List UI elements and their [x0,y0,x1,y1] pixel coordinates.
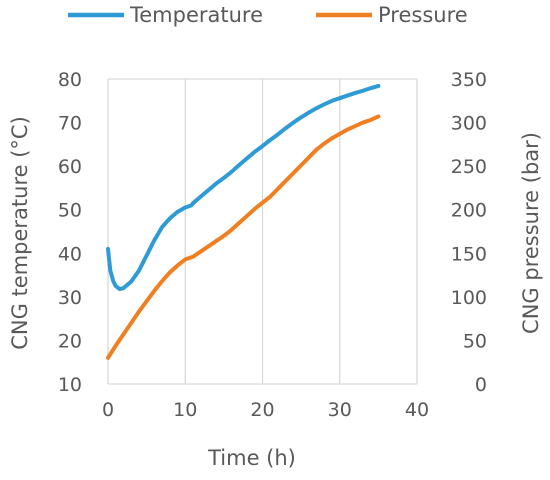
x-axis-title: Time (h) [207,446,296,470]
right-y-tick-label: 250 [451,156,487,178]
left-y-tick-label: 20 [58,330,82,352]
left-y-tick-label: 10 [58,374,82,396]
gridlines [184,79,341,384]
right-y-axis-title: CNG pressure (bar) [519,132,543,334]
x-tick-label: 10 [173,399,197,421]
legend-item-pressure: Pressure [316,3,468,27]
right-y-tick-label: 0 [475,374,487,396]
right-y-tick-label: 50 [463,330,487,352]
axes [107,78,418,385]
left-y-tick-label: 40 [58,243,82,265]
series-line-temperature [106,83,381,292]
legend-label-temperature: Temperature [129,3,263,27]
x-tick-label: 20 [250,399,274,421]
x-tick-label: 30 [328,399,352,421]
left-y-tick-label: 80 [58,69,82,91]
right-y-tick-label: 350 [451,69,487,91]
series-lines [106,83,381,360]
right-y-tick-label: 150 [451,243,487,265]
x-tick-labels: 0 10 20 30 40 [102,399,429,421]
right-y-tick-label: 200 [451,200,487,222]
series-line-pressure [106,114,381,360]
x-tick-label: 0 [102,399,114,421]
x-tick-label: 40 [405,399,429,421]
legend-item-temperature: Temperature [68,3,263,27]
left-y-tick-label: 70 [58,113,82,135]
left-y-tick-label: 60 [58,156,82,178]
left-y-tick-label: 50 [58,200,82,222]
legend: Temperature Pressure [68,3,468,27]
legend-label-pressure: Pressure [378,3,468,27]
left-y-axis-title: CNG temperature (°C) [8,116,32,350]
right-y-tick-label: 300 [451,113,487,135]
left-y-tick-labels: 10 20 30 40 50 60 70 80 [58,69,82,396]
left-y-tick-label: 30 [58,287,82,309]
right-y-tick-labels: 0 50 100 150 200 250 300 350 [451,69,487,396]
right-y-tick-label: 100 [451,287,487,309]
